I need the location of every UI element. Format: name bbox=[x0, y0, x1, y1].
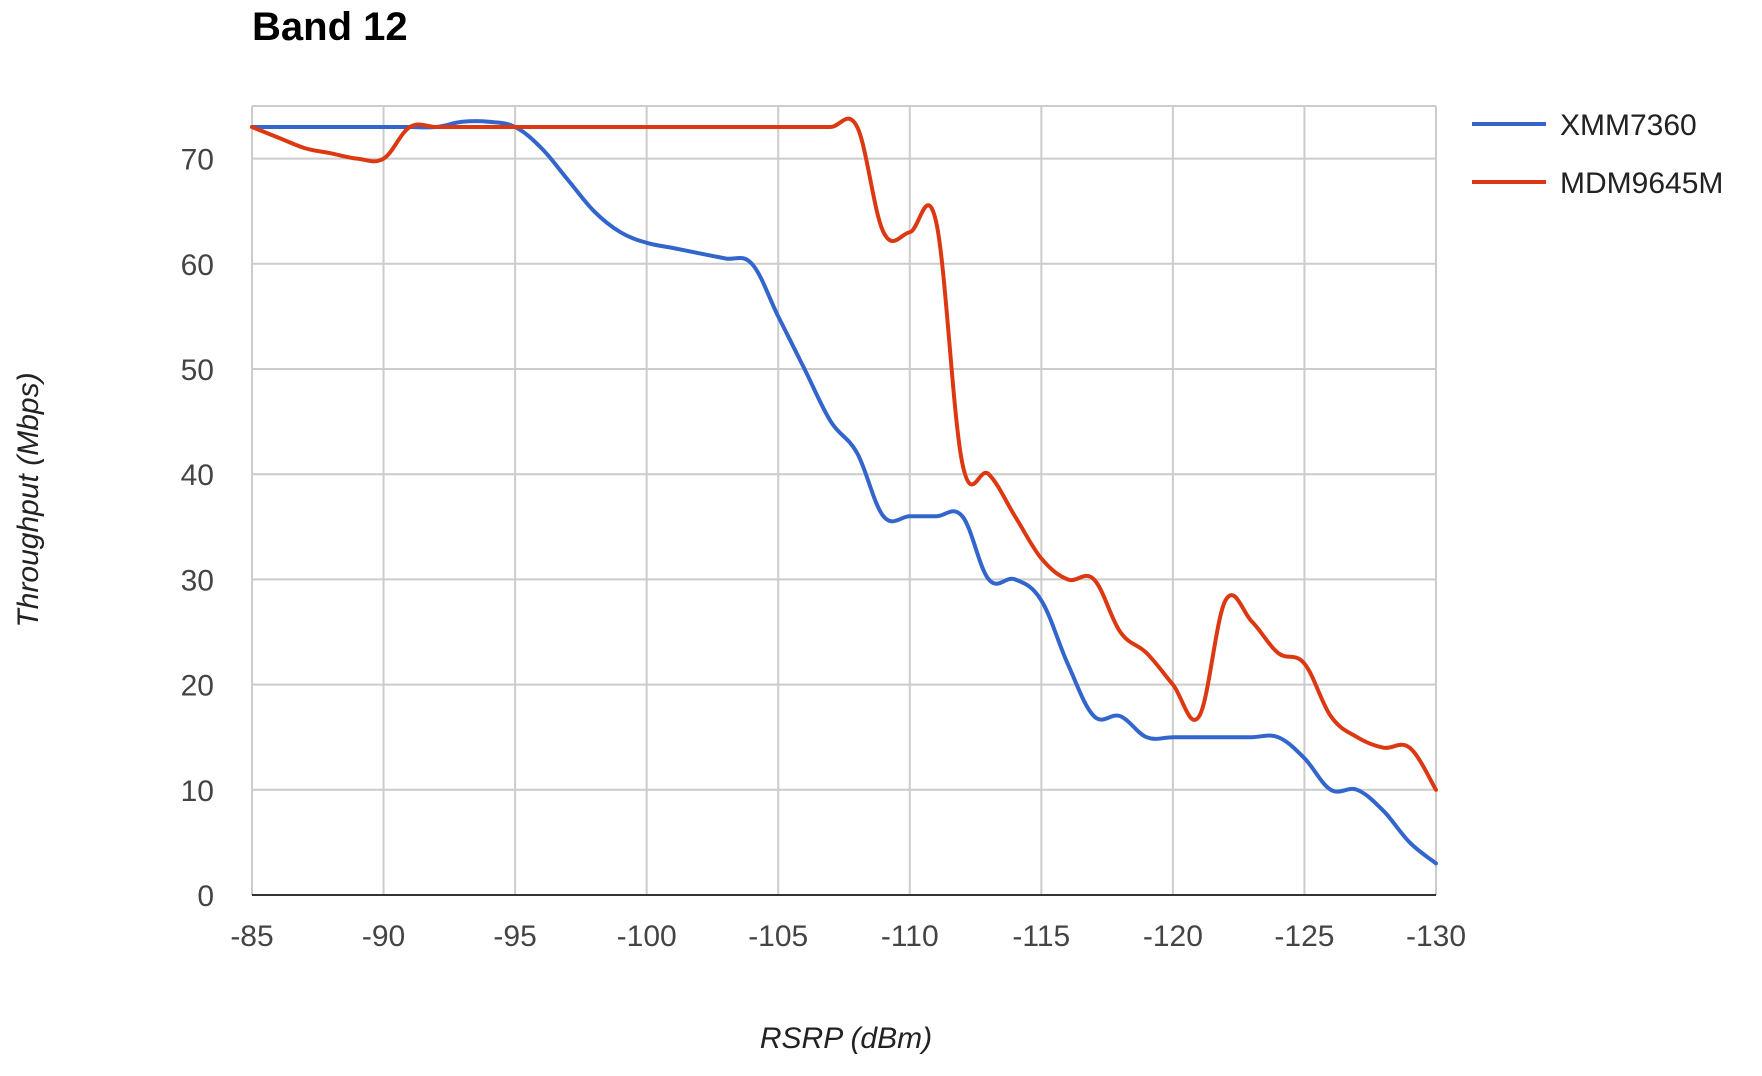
y-axis-title: Throughput (Mbps) bbox=[12, 372, 45, 627]
x-tick-label: -120 bbox=[1143, 920, 1203, 953]
x-tick-label: -125 bbox=[1274, 920, 1334, 953]
series-line-xmm7360 bbox=[250, 119, 1438, 866]
y-tick-label: 40 bbox=[181, 459, 214, 492]
chart-title: Band 12 bbox=[252, 5, 408, 49]
legend-label: XMM7360 bbox=[1560, 109, 1697, 142]
legend-item: MDM9645M bbox=[1472, 167, 1723, 200]
x-tick-label: -85 bbox=[230, 920, 273, 953]
x-tick-label: -130 bbox=[1406, 920, 1466, 953]
x-axis-ticks: -85 -90 -95 -100 -105 -110 -115 -120 -125 -130 bbox=[230, 920, 1466, 953]
x-tick-label: -115 bbox=[1012, 920, 1070, 953]
x-tick-label: -95 bbox=[493, 920, 536, 953]
y-tick-label: 70 bbox=[181, 144, 214, 177]
series-lines bbox=[250, 116, 1438, 866]
y-axis-ticks: 0 10 20 30 40 50 60 70 bbox=[181, 144, 214, 913]
x-tick-label: -100 bbox=[617, 920, 677, 953]
y-tick-label: 30 bbox=[181, 564, 214, 597]
x-axis-title: RSRP (dBm) bbox=[760, 1022, 932, 1055]
y-tick-label: 0 bbox=[197, 880, 214, 913]
x-tick-label: -110 bbox=[881, 920, 939, 953]
x-tick-label: -90 bbox=[362, 920, 405, 953]
y-tick-label: 10 bbox=[181, 775, 214, 808]
legend-label: MDM9645M bbox=[1560, 167, 1723, 200]
legend: XMM7360 MDM9645M bbox=[1472, 109, 1723, 200]
x-tick-label: -105 bbox=[748, 920, 808, 953]
y-tick-label: 20 bbox=[181, 670, 214, 703]
series-line-mdm9645m bbox=[250, 116, 1438, 792]
gridlines bbox=[251, 105, 1437, 895]
legend-item: XMM7360 bbox=[1472, 109, 1697, 142]
y-tick-label: 60 bbox=[181, 249, 214, 282]
y-tick-label: 50 bbox=[181, 354, 214, 387]
